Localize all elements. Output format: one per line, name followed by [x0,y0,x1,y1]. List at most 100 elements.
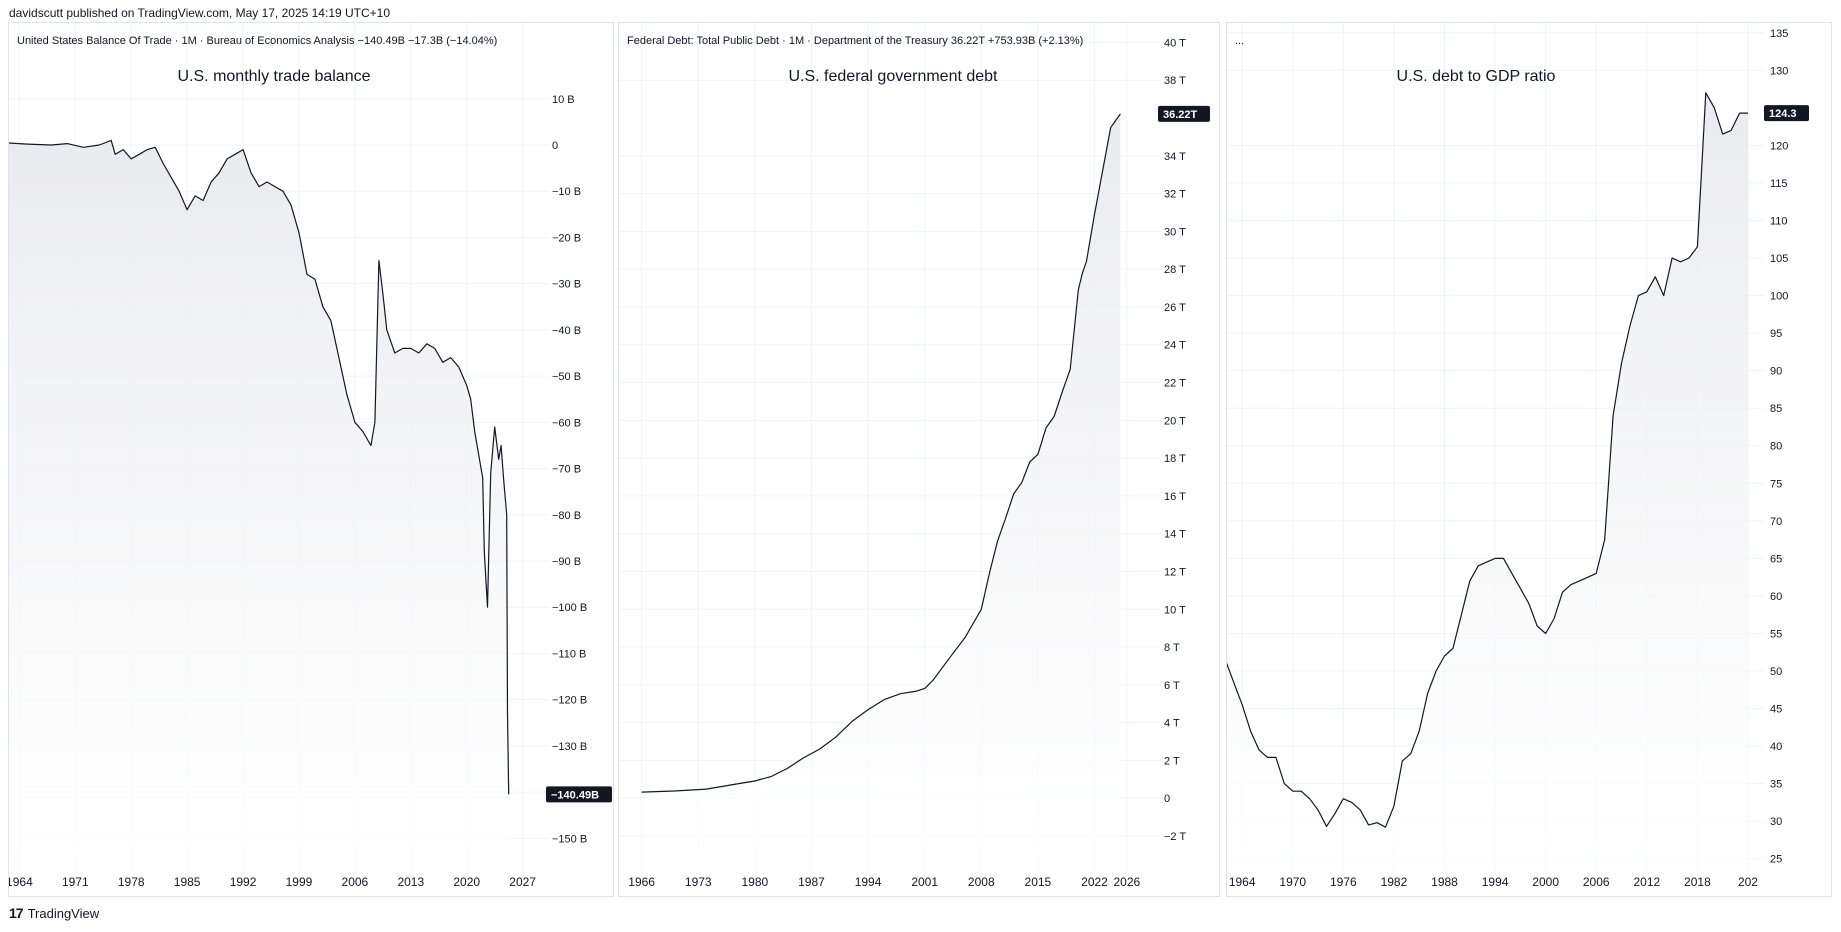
series-area [9,140,509,873]
x-tick-label: 1976 [1330,875,1357,889]
federal-debt-chart[interactable]: 40 T 38 T 34 T 32 T 30 T 28 T 26 T 24 T 22 T 20 T… [619,23,1220,897]
y-tick-label: 120 [1770,140,1788,152]
x-tick-label: 1994 [855,875,882,889]
series-line[interactable] [1227,92,1748,828]
y-tick-label: 35 [1770,779,1782,791]
y-tick-label: 26 T [1164,302,1186,314]
y-tick-label: 95 [1770,328,1782,340]
trade-balance-chart-pane[interactable]: 10 B 0 −10 B −20 B −30 B −40 B −50 B −60 B −70 B… [8,22,614,897]
federal-debt-legend: Federal Debt: Total Public Debt · 1M · D… [627,35,1084,47]
tradingview-brand: TradingView [27,905,100,921]
y-axis[interactable]: 40 T 38 T 34 T 32 T 30 T 28 T 26 T 24 T 22 T 20 T… [1164,37,1186,843]
y-tick-label: 105 [1770,253,1788,265]
y-tick-label: 10 T [1164,604,1186,616]
x-tick-label: 1978 [118,875,145,889]
x-tick-label: 2008 [968,875,995,889]
series-line[interactable] [9,139,510,795]
y-tick-label: 70 [1770,516,1782,528]
y-tick-label: 34 T [1164,151,1186,163]
y-tick-label: 30 [1770,816,1782,828]
y-tick-label: 2 T [1164,755,1180,767]
last-value-badge-bg [1764,105,1809,122]
y-tick-label: 32 T [1164,189,1186,201]
federal-debt-chart-pane[interactable]: 40 T 38 T 34 T 32 T 30 T 28 T 26 T 24 T 22 T 20 T… [618,22,1220,897]
last-value-badge: −140.49B [546,786,612,803]
tradingview-logo-icon: 17 [9,905,24,921]
x-tick-label: 1985 [174,875,201,889]
x-axis[interactable]: 1964 1970 1976 1982 1988 1994 2000 2006 2012 2018… [1229,875,1758,889]
y-tick-label: 25 [1770,854,1782,866]
x-tick-label: 1994 [1482,875,1509,889]
y-tick-label: 85 [1770,403,1782,415]
y-tick-label: 50 [1770,666,1782,678]
tradingview-footer[interactable]: 17 TradingView [9,905,99,921]
y-tick-label: 38 T [1164,75,1186,87]
y-tick-label: −70 B [552,464,581,476]
debt-to-gdp-legend: ... [1235,35,1245,47]
y-tick-label: 75 [1770,478,1782,490]
y-tick-label: 12 T [1164,566,1186,578]
y-tick-label: −130 B [552,741,587,753]
y-tick-label: 90 [1770,366,1782,378]
y-tick-label: 4 T [1164,718,1180,730]
y-tick-label: −80 B [552,510,581,522]
y-tick-label: 6 T [1164,680,1180,692]
y-tick-label: 110 [1770,215,1788,227]
y-tick-label: 80 [1770,441,1782,453]
y-tick-label: 14 T [1164,529,1186,541]
x-tick-label: 1982 [1381,875,1408,889]
y-tick-label: 20 T [1164,415,1186,427]
series-area [1227,92,1748,873]
y-tick-label: 55 [1770,628,1782,640]
trade-balance-title: U.S. monthly trade balance [177,68,371,85]
x-tick-label: 1964 [9,875,33,889]
trade-balance-chart[interactable]: 10 B 0 −10 B −20 B −30 B −40 B −50 B −60 B −70 B… [9,23,614,897]
y-tick-label: 0 [552,140,558,152]
x-axis[interactable]: 1964 1971 1978 1985 1992 1999 2006 2013 2020 2027 [9,875,536,889]
y-tick-label: 100 [1770,291,1788,303]
y-tick-label: −60 B [552,417,581,429]
y-axis[interactable]: 135 130 120 115 110 105 100 95 90 85 80 75 70 65 60 55 5… [1770,28,1788,866]
federal-debt-title: U.S. federal government debt [788,68,998,85]
x-tick-label: 2000 [1532,875,1559,889]
trade-balance-legend: United States Balance Of Trade · 1M · Bu… [17,35,498,47]
x-tick-label: 2027 [509,875,536,889]
debt-to-gdp-title: U.S. debt to GDP ratio [1396,68,1556,85]
y-tick-label: 45 [1770,704,1782,716]
y-tick-label: 65 [1770,553,1782,565]
x-tick-label: 2018 [1684,875,1711,889]
y-tick-label: −10 B [552,186,581,198]
last-value-label: −140.49B [551,789,599,801]
y-tick-label: 28 T [1164,264,1186,276]
last-value-badge: 124.3 [1764,105,1809,122]
y-tick-label: −120 B [552,695,587,707]
y-tick-label: −2 T [1164,831,1186,843]
x-tick-label: 2026 [1113,875,1140,889]
x-tick-label: 1980 [742,875,769,889]
y-tick-label: 22 T [1164,378,1186,390]
y-tick-label: 135 [1770,28,1788,40]
x-tick-label: 2006 [1583,875,1610,889]
x-tick-label: 1992 [230,875,257,889]
x-tick-label: 1966 [628,875,655,889]
y-axis[interactable]: 10 B 0 −10 B −20 B −30 B −40 B −50 B −60 B −70 B… [552,94,587,846]
debt-to-gdp-chart[interactable]: 135 130 120 115 110 105 100 95 90 85 80 75 70 65 60 55 5… [1227,23,1832,897]
x-tick-label: 2001 [911,875,938,889]
y-tick-label: −150 B [552,833,587,845]
series-line[interactable] [641,113,1121,793]
x-tick-label: 1987 [798,875,825,889]
x-axis[interactable]: 1966 1973 1980 1987 1994 2001 2008 2015 2022 2026 [628,875,1140,889]
x-tick-label: 1971 [62,875,89,889]
x-tick-label: 2020 [453,875,480,889]
y-tick-label: −90 B [552,556,581,568]
y-tick-label: −30 B [552,279,581,291]
last-value-badge: 36.22T [1158,105,1210,122]
y-tick-label: 115 [1770,178,1788,190]
x-tick-label: 1988 [1431,875,1458,889]
y-tick-label: 16 T [1164,491,1186,503]
debt-to-gdp-chart-pane[interactable]: 135 130 120 115 110 105 100 95 90 85 80 75 70 65 60 55 5… [1226,22,1832,897]
last-value-label: 124.3 [1769,108,1797,120]
y-tick-label: 40 [1770,741,1782,753]
y-tick-label: −20 B [552,232,581,244]
y-tick-label: −40 B [552,325,581,337]
